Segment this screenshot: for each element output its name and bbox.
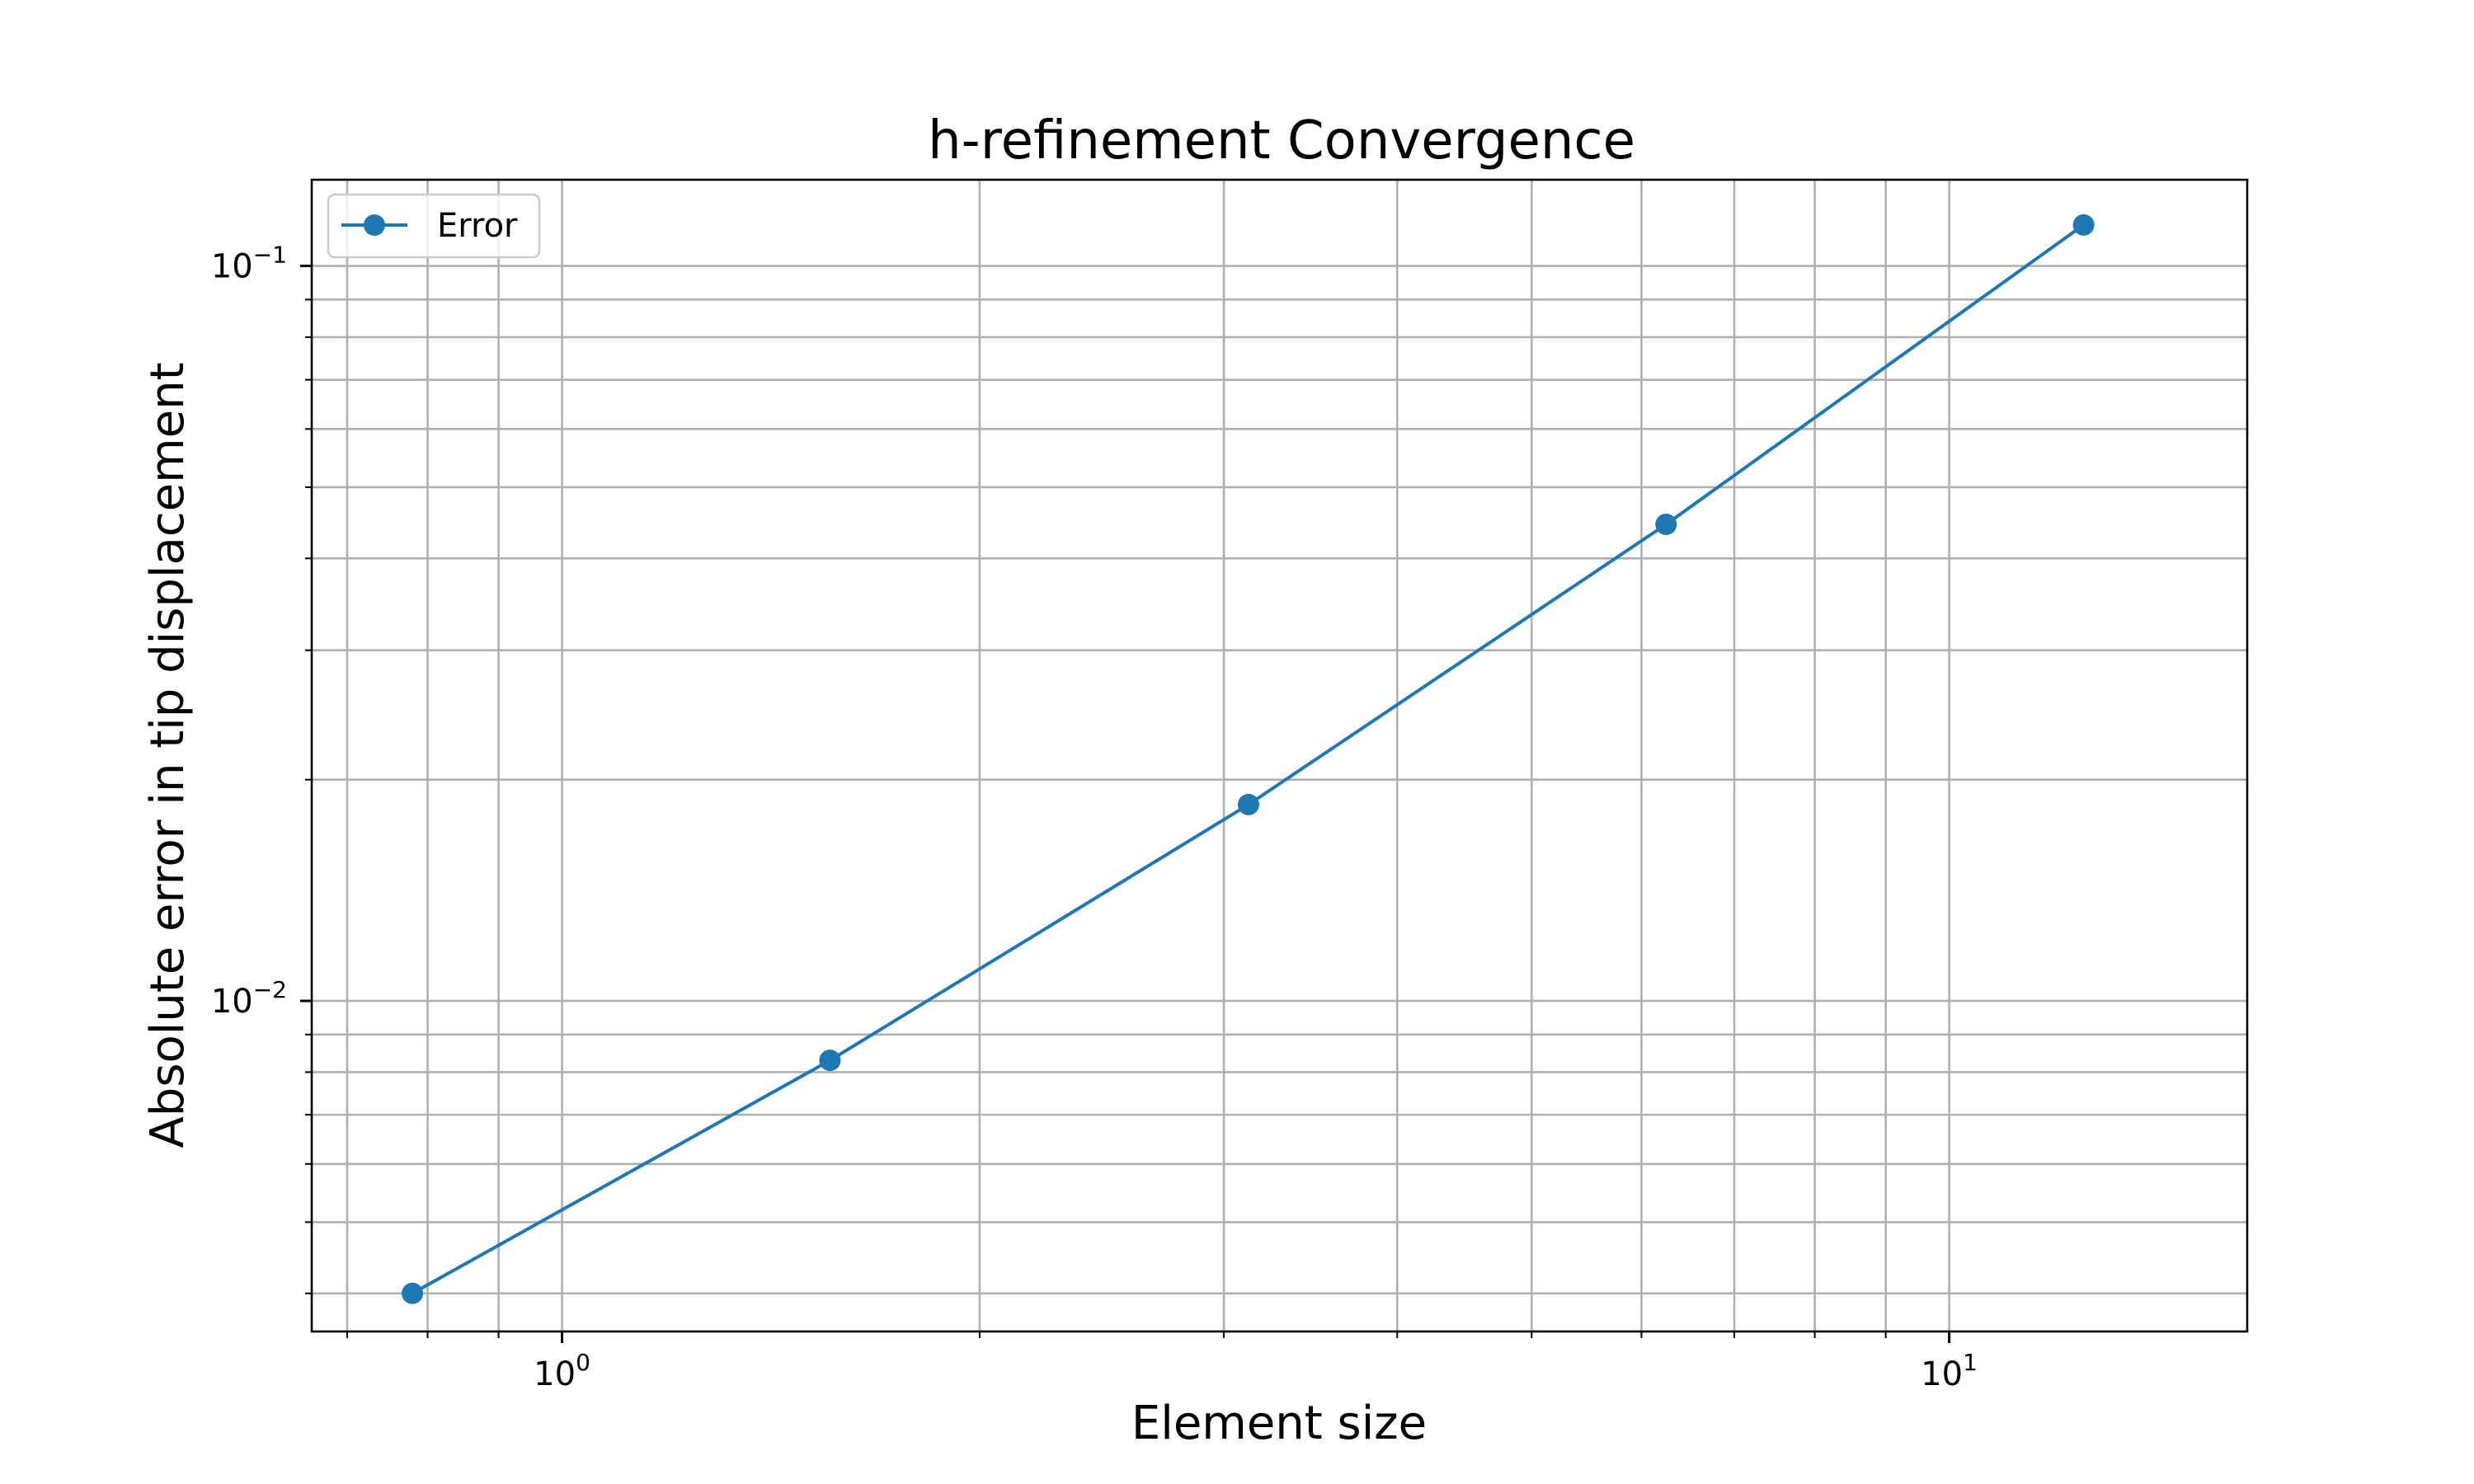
chart-title: h-refinement Convergence bbox=[928, 110, 1635, 171]
legend: Error bbox=[327, 193, 541, 259]
x-axis-tick-labels: 100 101 bbox=[534, 1349, 1978, 1393]
y-axis-label: Absolute error in tip displacement bbox=[141, 362, 195, 1148]
legend-series-marker bbox=[364, 214, 385, 236]
axis-ticks bbox=[300, 265, 1951, 1343]
y-tick-label: 10−1 bbox=[211, 242, 287, 286]
series-layer bbox=[402, 214, 2095, 1304]
x-tick-label: 100 bbox=[534, 1349, 590, 1393]
data-point bbox=[819, 1050, 841, 1072]
y-tick-label: 10−2 bbox=[211, 976, 287, 1021]
plot-area-frame bbox=[310, 178, 2249, 1333]
grid-lines bbox=[312, 180, 2247, 1331]
x-axis-label: Element size bbox=[1131, 1397, 1427, 1450]
data-point bbox=[1655, 514, 1677, 536]
legend-entry-error: Error bbox=[437, 207, 518, 245]
data-point bbox=[2072, 214, 2095, 236]
legend-box bbox=[327, 193, 541, 259]
data-point bbox=[402, 1282, 424, 1304]
data-point bbox=[1237, 793, 1259, 815]
x-tick-label: 101 bbox=[1921, 1349, 1978, 1393]
y-axis-tick-labels: 10−2 10−1 bbox=[211, 242, 287, 1021]
